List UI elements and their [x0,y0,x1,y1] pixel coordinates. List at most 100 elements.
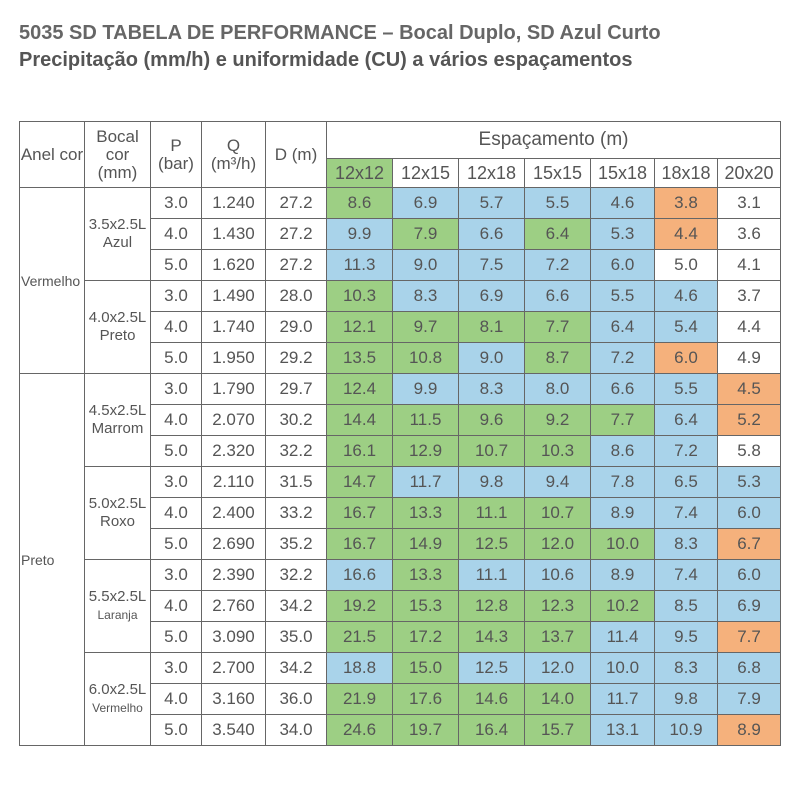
precip-cell-15x18: 10.2 [590,590,655,622]
precip-cell-15x15: 12.0 [524,652,591,684]
diameter-cell: 35.2 [265,528,327,560]
precip-cell-15x15: 5.5 [524,187,591,219]
diameter-cell: 36.0 [265,683,327,715]
precip-cell-18x18: 6.5 [654,466,718,498]
table-row: 4.0 2.400 33.2 16.7 13.3 11.1 10.7 8.9 7.4 6.0 [20,497,782,529]
nozzle-cell: 5.5x2.5L Laranja [84,559,151,653]
diameter-cell: 32.2 [265,559,327,591]
pressure-cell: 4.0 [150,311,202,343]
precip-cell-12x18: 12.5 [458,652,525,684]
precip-cell-18x18: 5.4 [654,311,718,343]
nozzle-size: 5.0x2.5L [88,495,147,512]
diameter-cell: 27.2 [265,218,327,250]
header-spacing-row: 12x12 12x15 12x18 15x15 15x18 18x18 20x20 [20,158,782,188]
precip-cell-12x15: 15.3 [392,590,459,622]
precip-cell-15x15: 12.3 [524,590,591,622]
precip-cell-15x15: 10.7 [524,497,591,529]
precip-cell-12x18: 9.0 [458,342,525,374]
flow-cell: 1.740 [201,311,266,343]
precip-cell-20x20: 3.1 [716,187,782,219]
nozzle-cell: 3.5x2.5L Azul [84,187,151,281]
precip-cell-12x12: 9.9 [326,218,393,250]
page-title: 5035 SD TABELA DE PERFORMANCE – Bocal Du… [19,20,661,46]
table-row: 4.0 2.760 34.2 19.2 15.3 12.8 12.3 10.2 8.5 6.9 [20,590,782,622]
table-row: 5.0 1.620 27.2 11.3 9.0 7.5 7.2 6.0 5.0 4.1 [20,249,782,281]
header-spacing-15x15: 15x15 [524,158,591,188]
nozzle-color: Marrom [91,420,144,437]
precip-cell-12x12: 12.4 [326,373,393,405]
header-anel-cor: Anel cor [19,121,85,188]
precip-cell-15x18: 6.4 [590,311,655,343]
precip-cell-18x18: 3.8 [654,187,718,219]
flow-cell: 1.240 [201,187,266,219]
precip-cell-20x20: 7.7 [716,621,782,653]
diameter-cell: 34.2 [265,652,327,684]
precip-cell-20x20: 6.0 [716,497,782,529]
precip-cell-15x18: 10.0 [590,652,655,684]
diameter-cell: 27.2 [265,249,327,281]
precip-cell-12x12: 19.2 [326,590,393,622]
header-espacamento: Espaçamento (m) [325,121,782,159]
pressure-cell: 3.0 [150,466,202,498]
precip-cell-15x18: 5.3 [590,218,655,250]
precip-cell-12x12: 24.6 [326,714,393,746]
precip-cell-18x18: 8.3 [654,528,718,560]
precip-cell-12x12: 21.9 [326,683,393,715]
pressure-cell: 5.0 [150,528,202,560]
precip-cell-12x15: 15.0 [392,652,459,684]
precip-cell-15x18: 7.7 [590,404,655,436]
header-diameter: D (m) [265,121,327,188]
precip-cell-15x15: 10.6 [524,559,591,591]
precip-cell-12x15: 9.9 [392,373,459,405]
precip-cell-15x18: 11.4 [590,621,655,653]
header-pressure: P (bar) [150,121,202,188]
precip-cell-12x15: 10.8 [392,342,459,374]
diameter-cell: 27.2 [265,187,327,219]
precip-cell-12x12: 16.1 [326,435,393,467]
precip-cell-12x15: 13.3 [392,559,459,591]
precip-cell-18x18: 10.9 [654,714,718,746]
table-row: 5.0 1.950 29.2 13.5 10.8 9.0 8.7 7.2 6.0 4.9 [20,342,782,374]
flow-cell: 1.790 [201,373,266,405]
header-flow: Q (m³/h) [201,121,266,188]
pressure-cell: 4.0 [150,590,202,622]
nozzle-size: 6.0x2.5L [88,681,147,698]
table-row: 5.0 2.320 32.2 16.1 12.9 10.7 10.3 8.6 7.2 5.8 [20,435,782,467]
precip-cell-12x18: 10.7 [458,435,525,467]
precip-cell-12x15: 17.2 [392,621,459,653]
precip-cell-20x20: 6.8 [716,652,782,684]
precip-cell-15x15: 9.4 [524,466,591,498]
precip-cell-15x15: 6.4 [524,218,591,250]
precip-cell-15x18: 10.0 [590,528,655,560]
table-row: 5.0x2.5L Roxo 3.0 2.110 31.5 14.7 11.7 9.8 9.4 7.… [20,466,782,560]
flow-cell: 1.490 [201,280,266,312]
nozzle-color: Roxo [99,513,136,530]
precip-cell-12x12: 16.7 [326,528,393,560]
header-flow-symbol: Q [226,135,241,155]
precip-cell-12x15: 13.3 [392,497,459,529]
table-row: Preto 4.5x2.5L Marrom 3.0 1.790 29.7 12.4 9.9 8.… [19,373,782,746]
precip-cell-12x12: 8.6 [326,187,393,219]
precip-cell-12x15: 7.9 [392,218,459,250]
table-row: 5.0 2.690 35.2 16.7 14.9 12.5 12.0 10.0 8.3 6.7 [20,528,782,560]
precip-cell-12x12: 12.1 [326,311,393,343]
pressure-cell: 4.0 [150,404,202,436]
precip-cell-15x15: 8.0 [524,373,591,405]
table-row: 6.0x2.5L Vermelho 3.0 2.700 34.2 18.8 15.0 12.5… [20,652,782,746]
diameter-cell: 34.0 [265,714,327,746]
precip-cell-12x15: 6.9 [392,187,459,219]
precip-cell-12x15: 9.7 [392,311,459,343]
flow-cell: 1.620 [201,249,266,281]
precip-cell-15x15: 7.7 [524,311,591,343]
precip-cell-15x15: 6.6 [524,280,591,312]
table-row: 5.5x2.5L Laranja 3.0 2.390 32.2 16.6 13.3 11.1 1… [20,559,782,653]
nozzle-color: Laranja [97,608,138,622]
header-spacing-15x18: 15x18 [590,158,655,188]
pressure-cell: 5.0 [150,435,202,467]
precip-cell-15x18: 5.5 [590,280,655,312]
nozzle-size: 3.5x2.5L [88,216,147,233]
table-row: Vermelho 3.5x2.5L Azul 3.0 1.240 27.2 8.6 6.9 5.… [19,187,782,374]
header-row-top: Anel cor Bocal cor (mm) P (bar) Q (m³/h) … [19,121,782,188]
precip-cell-15x18: 7.2 [590,342,655,374]
pressure-cell: 3.0 [150,652,202,684]
